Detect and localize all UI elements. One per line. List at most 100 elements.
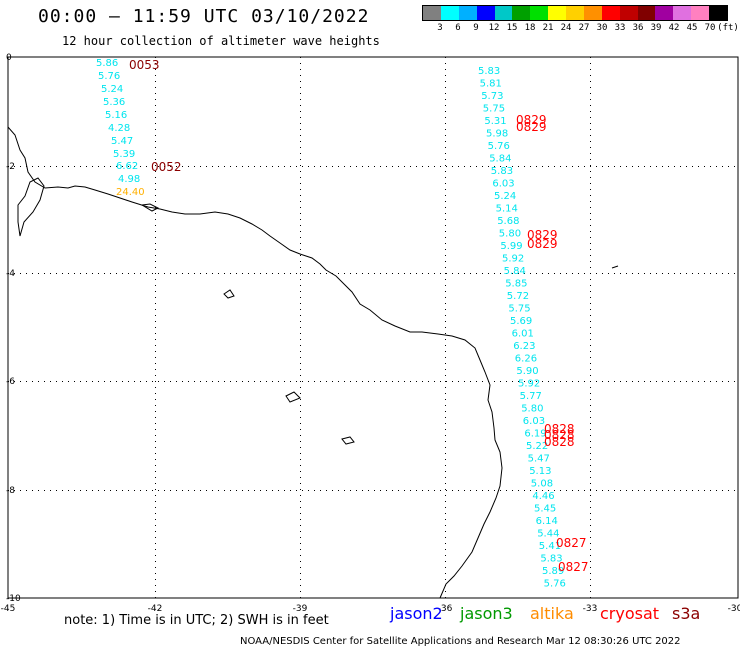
grid-dot [300, 249, 301, 250]
grid-dot [128, 490, 129, 491]
grid-dot [74, 490, 75, 491]
swh-label: 5.84 [504, 266, 526, 277]
pass-time-label: 0828 [544, 422, 575, 436]
grid-dot [20, 273, 21, 274]
grid-dot [686, 273, 687, 274]
grid-dot [300, 447, 301, 448]
grid-dot [300, 129, 301, 130]
grid-dot [300, 123, 301, 124]
grid-dot [188, 490, 189, 491]
grid-dot [704, 166, 705, 167]
grid-dot [122, 273, 123, 274]
grid-dot [164, 166, 165, 167]
grid-dot [614, 166, 615, 167]
grid-dot [155, 255, 156, 256]
pass-time-label: 0827 [558, 560, 589, 574]
grid-dot [296, 273, 297, 274]
grid-dot [62, 381, 63, 382]
grid-dot [590, 147, 591, 148]
grid-dot [300, 339, 301, 340]
grid-dot [590, 375, 591, 376]
grid-dot [590, 201, 591, 202]
grid-dot [212, 490, 213, 491]
grid-dot [590, 351, 591, 352]
grid-dot [590, 465, 591, 466]
scale-swatch [530, 6, 549, 20]
grid-dot [300, 507, 301, 508]
grid-dot [590, 339, 591, 340]
grid-dot [445, 267, 446, 268]
grid-dot [445, 129, 446, 130]
grid-dot [56, 490, 57, 491]
grid-dot [62, 490, 63, 491]
grid-dot [164, 273, 165, 274]
grid-dot [530, 490, 531, 491]
grid-dot [155, 585, 156, 586]
grid-dot [662, 381, 663, 382]
grid-dot [445, 471, 446, 472]
grid-dot [155, 435, 156, 436]
grid-dot [445, 453, 446, 454]
grid-dot [230, 166, 231, 167]
grid-dot [445, 573, 446, 574]
grid-dot [434, 381, 435, 382]
grid-dot [212, 166, 213, 167]
grid-dot [662, 166, 663, 167]
grid-dot [602, 381, 603, 382]
grid-dot [350, 273, 351, 274]
grid-dot [56, 381, 57, 382]
grid-dot [590, 471, 591, 472]
grid-dot [488, 166, 489, 167]
grid-dot [332, 381, 333, 382]
grid-dot [590, 63, 591, 64]
grid-dot [38, 381, 39, 382]
grid-dot [590, 321, 591, 322]
grid-dot [300, 495, 301, 496]
grid-dot [445, 327, 446, 328]
swh-label: 5.24 [101, 84, 123, 95]
grid-dot [20, 490, 21, 491]
grid-dot [300, 459, 301, 460]
grid-dot [476, 273, 477, 274]
grid-dot [155, 345, 156, 346]
grid-dot [445, 189, 446, 190]
grid-dot [650, 273, 651, 274]
grid-dot [680, 273, 681, 274]
grid-dot [300, 117, 301, 118]
grid-dot [452, 273, 453, 274]
grid-dot [155, 75, 156, 76]
scale-swatch [440, 6, 459, 20]
legend-jason3: jason3 [460, 604, 513, 623]
legend-altika: altika [530, 604, 574, 623]
scale-label: 9 [473, 23, 479, 33]
grid-dot [445, 99, 446, 100]
grid-dot [284, 381, 285, 382]
grid-dot [338, 166, 339, 167]
grid-dot [512, 381, 513, 382]
grid-dot [590, 297, 591, 298]
grid-dot [308, 381, 309, 382]
scale-swatch [601, 6, 620, 20]
grid-dot [290, 381, 291, 382]
grid-dot [578, 273, 579, 274]
grid-dot [716, 166, 717, 167]
grid-dot [590, 243, 591, 244]
scale-label: (ft) [717, 23, 739, 33]
grid-dot [590, 435, 591, 436]
grid-dot [590, 315, 591, 316]
grid-dot [155, 303, 156, 304]
grid-dot [92, 273, 93, 274]
swh-label: 4.46 [532, 491, 554, 502]
grid-dot [590, 555, 591, 556]
footer-credit: NOAA/NESDIS Center for Satellite Applica… [240, 636, 681, 647]
grid-dot [152, 166, 153, 167]
grid-dot [584, 381, 585, 382]
grid-dot [518, 273, 519, 274]
grid-dot [542, 381, 543, 382]
grid-dot [458, 166, 459, 167]
grid-dot [428, 166, 429, 167]
grid-dot [644, 490, 645, 491]
grid-dot [590, 177, 591, 178]
grid-dot [445, 357, 446, 358]
grid-dot [590, 585, 591, 586]
